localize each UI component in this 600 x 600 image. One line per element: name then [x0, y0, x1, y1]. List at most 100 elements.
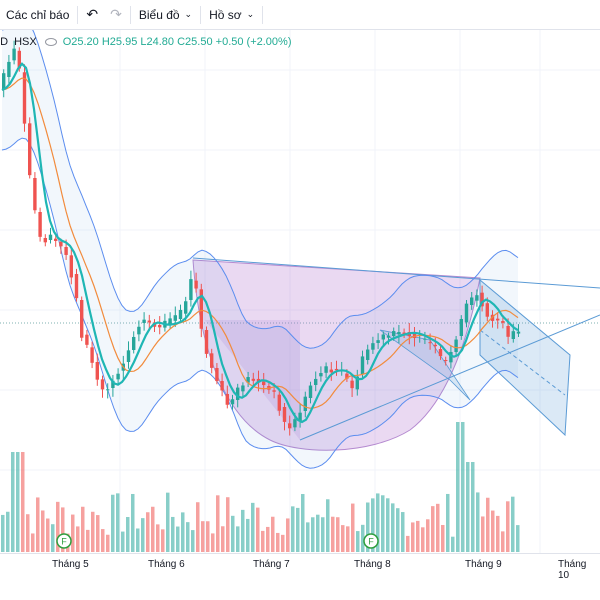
volume-bar: [241, 509, 245, 552]
volume-bar: [231, 515, 235, 552]
candle-body: [334, 368, 339, 371]
volume-bar: [181, 512, 185, 552]
volume-bar: [301, 494, 305, 552]
volume-bar: [376, 493, 380, 552]
volume-bar: [61, 507, 65, 552]
volume-bars: [1, 422, 520, 552]
volume-bar: [441, 524, 445, 552]
ohlc-values: O25.20 H25.95 L24.80 C25.50 +0.50 (+2.00…: [63, 36, 292, 48]
volume-bar: [381, 495, 385, 552]
volume-bar: [461, 422, 465, 552]
volume-bar: [321, 517, 325, 552]
bollinger-fill: [2, 18, 518, 469]
undo-button[interactable]: ↶: [80, 0, 104, 30]
volume-bar: [306, 522, 310, 552]
candle-body: [147, 320, 151, 323]
volume-bar: [391, 503, 395, 552]
volume-bar: [156, 524, 160, 552]
candle-body: [433, 344, 437, 347]
volume-bar: [266, 526, 270, 552]
candle-body: [324, 366, 328, 373]
volume-bar: [51, 524, 55, 552]
volume-bar: [481, 516, 485, 552]
volume-bar: [251, 502, 255, 552]
volume-bar: [201, 521, 205, 552]
dividend-marker-glyph: F: [61, 537, 67, 547]
volume-bar: [311, 517, 315, 552]
change-value: +0.50 (+2.00%): [215, 36, 292, 48]
undo-icon: ↶: [86, 6, 99, 22]
symbol-legend: 1D HSX O25.20 H25.95 L24.80 C25.50 +0.50…: [0, 34, 292, 50]
candle-body: [272, 390, 276, 392]
candle-body: [496, 318, 500, 321]
candle-body: [516, 331, 521, 334]
volume-bar: [226, 497, 230, 552]
chart-menu-button[interactable]: Biểu đồ ⌄: [133, 0, 198, 30]
volume-bar: [476, 492, 480, 552]
time-axis[interactable]: Tháng 5 Tháng 6 Tháng 7 Tháng 8 Tháng 9 …: [0, 553, 600, 581]
toolbar-separator: [262, 5, 264, 24]
candle-body: [137, 326, 141, 335]
chart-toolbar: Các chỉ báo ↶ ↷ Biểu đồ ⌄ Hồ sơ ⌄: [0, 0, 600, 30]
candle-body: [17, 50, 21, 69]
volume-bar: [221, 526, 225, 552]
ma-slow-line: [1, 77, 519, 409]
candle-body: [28, 123, 32, 176]
redo-icon: ↷: [110, 6, 122, 22]
redo-button[interactable]: ↷: [104, 0, 128, 30]
dividend-marker-glyph: F: [368, 537, 374, 547]
volume-bar: [176, 526, 180, 552]
x-tick-label: Tháng 5: [52, 559, 89, 570]
chart-grid: [0, 30, 600, 553]
volume-bar: [406, 535, 410, 552]
candle-body: [132, 336, 136, 350]
profile-menu-label: Hồ sơ: [209, 7, 242, 22]
ma-fast-line: [1, 62, 519, 424]
volume-bar: [276, 532, 280, 552]
candle-body: [54, 238, 58, 241]
toolbar-separator: [200, 5, 202, 24]
volume-bar: [346, 526, 350, 552]
volume-bar: [126, 517, 130, 552]
volume-bar: [56, 501, 60, 552]
volume-bar: [496, 515, 500, 552]
toolbar-separator: [129, 5, 131, 24]
candle-body: [454, 339, 458, 352]
eye-icon[interactable]: [44, 38, 57, 46]
volume-bar: [436, 503, 440, 552]
volume-bar: [466, 462, 470, 552]
candle-body: [246, 377, 250, 383]
indicators-button[interactable]: Các chỉ báo: [0, 0, 75, 30]
candle-body: [506, 326, 510, 337]
volume-bar: [511, 496, 515, 552]
volume-bar: [341, 525, 345, 552]
volume-bar: [361, 524, 365, 552]
x-tick-label: Tháng 7: [253, 559, 290, 570]
candle-body: [366, 349, 370, 360]
candle-body: [438, 349, 443, 357]
candle-body: [230, 399, 235, 405]
profile-menu-button[interactable]: Hồ sơ ⌄: [203, 0, 260, 30]
candle-body: [184, 301, 188, 314]
candle-body: [106, 389, 110, 391]
moving-averages: [1, 62, 519, 424]
candle-body: [386, 335, 391, 338]
candle-body: [225, 394, 229, 405]
volume-bar: [11, 452, 15, 552]
bollinger-bands: [1, 17, 519, 469]
interval-label: 1D: [0, 36, 9, 48]
candle-body: [43, 238, 47, 243]
candle-body: [178, 309, 183, 320]
volume-bar: [46, 518, 50, 552]
volume-bar: [86, 529, 90, 552]
dividend-marker-icon: [56, 533, 72, 549]
bollinger-lower: [1, 137, 519, 469]
chevron-down-icon: ⌄: [246, 9, 255, 19]
volume-bar: [411, 522, 415, 552]
volume-bar: [166, 492, 170, 552]
volume-bar: [101, 529, 105, 552]
volume-bar: [456, 422, 460, 552]
volume-bar: [421, 527, 425, 552]
candle-body: [173, 315, 177, 321]
